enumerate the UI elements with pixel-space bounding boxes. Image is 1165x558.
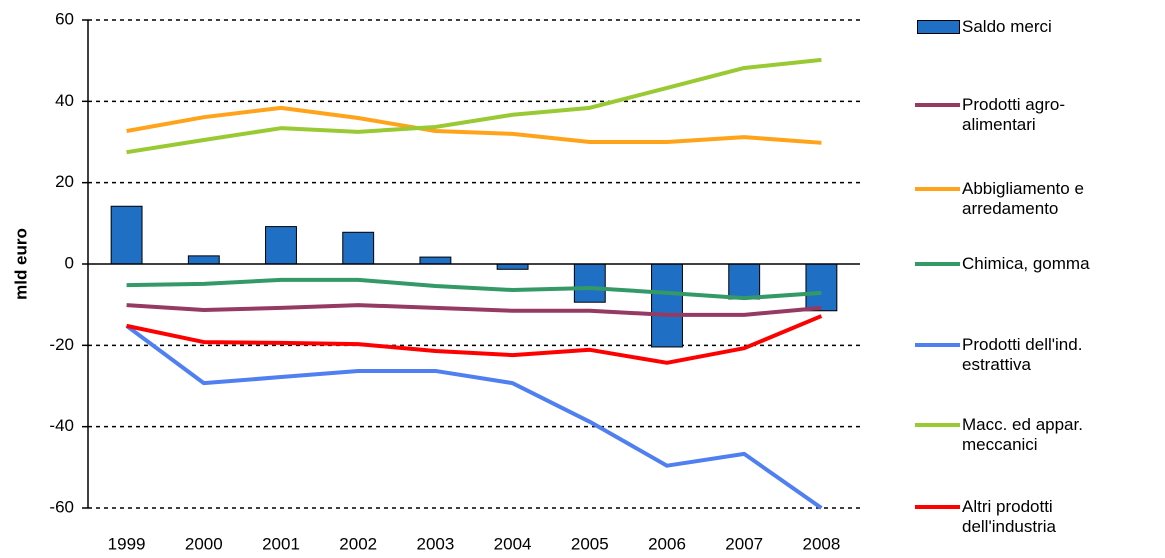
x-tick-label: 1999 <box>108 534 146 553</box>
legend-entry: Saldo merci <box>915 17 1052 37</box>
legend-label: Chimica, gomma <box>962 254 1090 273</box>
bar <box>805 263 838 312</box>
legend-label: Macc. ed appar. meccanici <box>962 415 1083 454</box>
legend-entry: Chimica, gomma <box>915 254 1090 274</box>
legend-symbol <box>915 497 960 517</box>
legend-symbol <box>915 95 960 115</box>
x-tick-label: 2005 <box>571 534 609 553</box>
x-tick-label: 2002 <box>339 534 377 553</box>
x-tick-label: 2006 <box>648 534 686 553</box>
x-tick-label: 2007 <box>725 534 763 553</box>
bar <box>573 263 606 303</box>
legend-label: Prodotti agro- alimentari <box>962 95 1065 134</box>
legend-entry: Prodotti dell'ind. estrattiva <box>915 335 1082 375</box>
y-tick-label: 0 <box>65 253 74 272</box>
y-tick-label: 60 <box>55 9 74 28</box>
x-tick-label: 2000 <box>185 534 223 553</box>
legend-entry: Macc. ed appar. meccanici <box>915 415 1083 455</box>
bar <box>110 205 143 265</box>
y-tick-label: 40 <box>55 91 74 110</box>
bar <box>496 263 529 270</box>
x-tick-label: 2004 <box>494 534 532 553</box>
line-series <box>126 277 822 301</box>
y-tick-label: -40 <box>49 416 74 435</box>
bar <box>728 263 761 300</box>
x-tick-label: 2003 <box>416 534 454 553</box>
bar <box>419 256 452 265</box>
y-axis-label: mld euro <box>11 228 30 300</box>
y-tick-label: -20 <box>49 335 74 354</box>
line-series <box>126 303 822 317</box>
line-series <box>126 105 822 145</box>
legend-label: Altri prodotti dell'industria <box>962 497 1056 536</box>
x-tick-label: 2001 <box>262 534 300 553</box>
legend-symbol <box>915 335 960 355</box>
legend-symbol <box>915 17 960 37</box>
legend-entry: Prodotti agro- alimentari <box>915 95 1065 135</box>
legend-label: Saldo merci <box>962 17 1052 36</box>
line-series <box>126 57 822 155</box>
line-series <box>125 324 823 510</box>
legend-symbol <box>915 415 960 435</box>
legend-symbol <box>915 179 960 199</box>
legend-entry: Altri prodotti dell'industria <box>915 497 1056 537</box>
legend-label: Abbigliamento e arredamento <box>962 179 1084 218</box>
x-tick-label: 2008 <box>802 534 840 553</box>
bar <box>342 231 375 265</box>
y-tick-label: -60 <box>49 497 74 516</box>
line-series <box>126 314 823 365</box>
legend-entry: Abbigliamento e arredamento <box>915 179 1084 219</box>
y-tick-label: 20 <box>55 172 74 191</box>
bar <box>651 263 683 348</box>
legend-symbol <box>915 254 960 274</box>
legend-label: Prodotti dell'ind. estrattiva <box>962 335 1083 374</box>
bar <box>187 255 220 265</box>
bar <box>265 226 297 265</box>
